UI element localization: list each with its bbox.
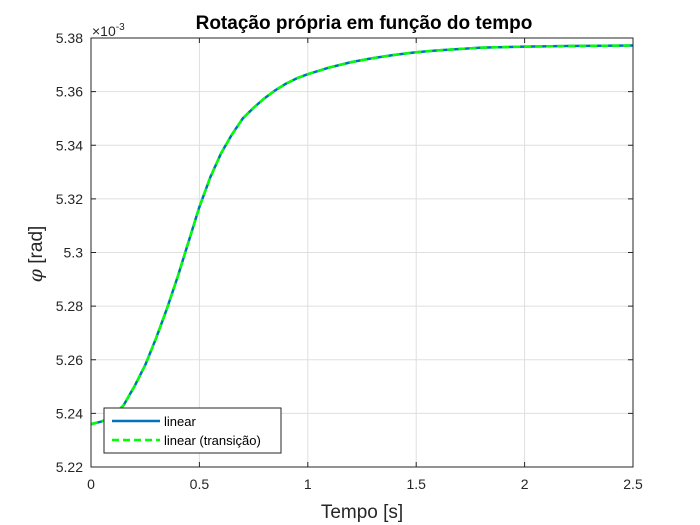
y-tick-label-2: 5.26: [56, 352, 83, 368]
legend-label-linear: linear: [164, 414, 196, 429]
x-axis-label: Tempo [s]: [321, 502, 403, 523]
y-axis-exponent: ×10-3: [92, 22, 125, 39]
y-tick-label-1: 5.24: [56, 405, 83, 421]
y-tick-label-4: 5.3: [64, 245, 84, 261]
x-tick-label-2: 1: [304, 476, 312, 492]
ticks: 0 0.5 1 1.5 2 2.5 5.22 5.24 5.26 5.28 5.3 5.32 5.34 5…: [56, 30, 643, 492]
y-tick-label-0: 5.22: [56, 459, 83, 475]
legend: linear linear (transição): [103, 407, 282, 454]
legend-box: [103, 407, 282, 454]
y-tick-label-5: 5.32: [56, 191, 83, 207]
x-tick-label-1: 0.5: [190, 476, 210, 492]
x-tick-label-4: 2: [521, 476, 529, 492]
x-tick-label-5: 2.5: [623, 476, 643, 492]
grid: [90, 37, 634, 468]
legend-label-linear-transicao: linear (transição): [164, 433, 261, 448]
y-tick-label-7: 5.36: [56, 84, 83, 100]
chart-title: Rotação própria em função do tempo: [196, 13, 533, 34]
y-tick-label-8: 5.38: [56, 30, 83, 46]
series-line-1: [90, 44, 634, 426]
x-tick-label-0: 0: [87, 476, 95, 492]
series-layer: [90, 44, 634, 426]
y-tick-label-3: 5.28: [56, 298, 83, 314]
x-tick-label-3: 1.5: [406, 476, 426, 492]
y-axis-label: φ [rad]: [25, 226, 47, 283]
y-tick-label-6: 5.34: [56, 137, 83, 153]
